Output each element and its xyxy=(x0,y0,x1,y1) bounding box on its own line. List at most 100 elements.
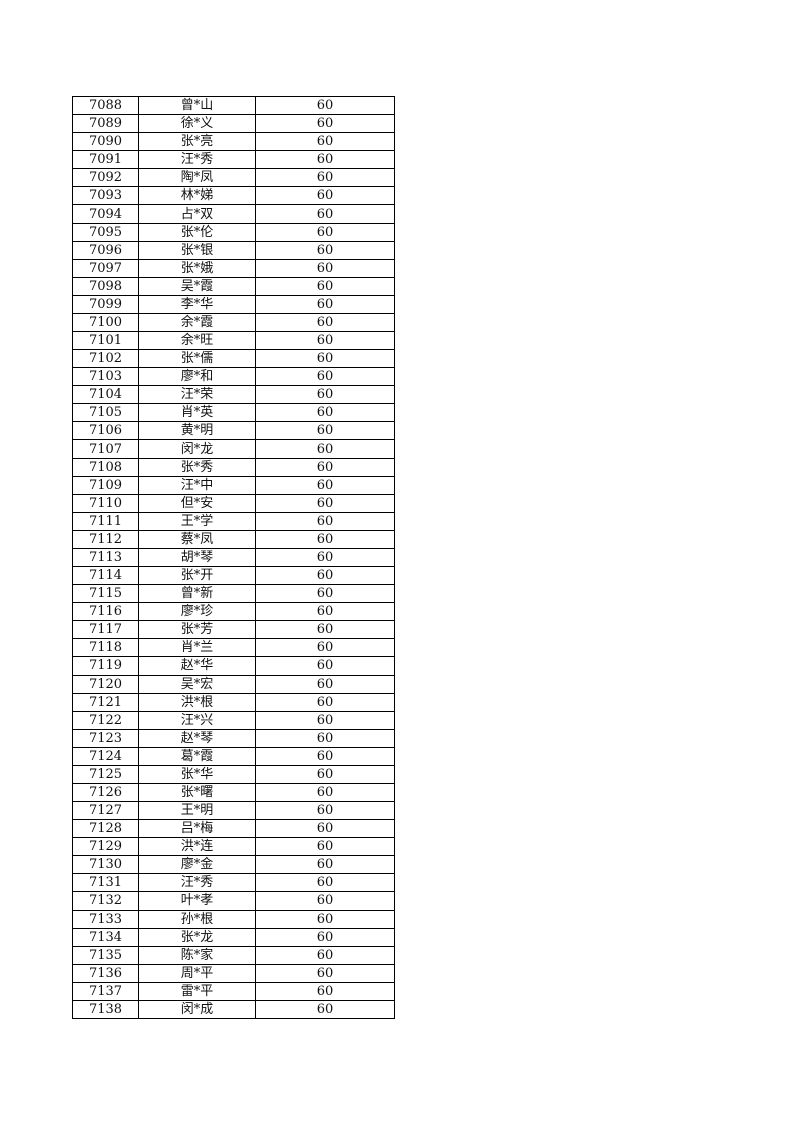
value-cell: 60 xyxy=(255,276,395,296)
row-number-cell: 7088 xyxy=(72,95,139,116)
row-number-cell: 7100 xyxy=(72,312,139,333)
name-cell: 胡*琴 xyxy=(138,547,256,568)
value-cell: 60 xyxy=(255,186,395,206)
value-cell: 60 xyxy=(255,602,395,622)
row-number-cell: 7106 xyxy=(72,421,139,441)
value-cell: 60 xyxy=(255,367,395,387)
value-cell: 60 xyxy=(255,764,395,784)
row-number-cell: 7126 xyxy=(72,782,139,803)
name-cell: 闵*成 xyxy=(138,999,256,1019)
name-cell: 汪*中 xyxy=(138,475,256,495)
table-row: 7135 陈*家 60 xyxy=(72,945,395,965)
table-row: 7108 张*秀 60 xyxy=(72,457,395,477)
name-cell: 张*龙 xyxy=(138,927,256,947)
value-cell: 60 xyxy=(255,457,395,477)
value-cell: 60 xyxy=(255,168,395,188)
row-number-cell: 7128 xyxy=(72,819,139,839)
row-number-cell: 7121 xyxy=(72,692,139,712)
value-cell: 60 xyxy=(255,511,395,531)
table-row: 7102 张*儒 60 xyxy=(72,349,395,369)
name-cell: 王*学 xyxy=(138,511,256,531)
row-number-cell: 7110 xyxy=(72,493,139,513)
name-cell: 赵*华 xyxy=(138,656,256,676)
name-cell: 廖*和 xyxy=(138,367,256,387)
table-row: 7089 徐*义 60 xyxy=(72,114,395,134)
table-row: 7107 闵*龙 60 xyxy=(72,439,395,459)
name-cell: 王*明 xyxy=(138,801,256,821)
name-cell: 张*亮 xyxy=(138,132,256,152)
value-cell: 60 xyxy=(255,529,395,549)
value-cell: 60 xyxy=(255,620,395,640)
value-cell: 60 xyxy=(255,493,395,513)
row-number-cell: 7092 xyxy=(72,168,139,188)
row-number-cell: 7117 xyxy=(72,620,139,640)
value-cell: 60 xyxy=(255,150,395,170)
name-cell: 张*银 xyxy=(138,240,256,260)
row-number-cell: 7112 xyxy=(72,529,139,549)
name-cell: 廖*金 xyxy=(138,855,256,875)
table-row: 7128 吕*梅 60 xyxy=(72,819,395,839)
value-cell: 60 xyxy=(255,801,395,821)
row-number-cell: 7093 xyxy=(72,186,139,206)
value-cell: 60 xyxy=(255,927,395,947)
value-cell: 60 xyxy=(255,656,395,676)
value-cell: 60 xyxy=(255,909,395,929)
name-cell: 吕*梅 xyxy=(138,819,256,839)
table-row: 7094 占*双 60 xyxy=(72,204,395,224)
row-number-cell: 7134 xyxy=(72,927,139,947)
row-number-cell: 7122 xyxy=(72,710,139,730)
name-cell: 陈*家 xyxy=(138,945,256,965)
table-row: 7095 张*伦 60 xyxy=(72,222,395,242)
table-row: 7116 廖*珍 60 xyxy=(72,602,395,622)
table-row: 7106 黄*明 60 xyxy=(72,421,395,441)
row-number-cell: 7103 xyxy=(72,367,139,387)
value-cell: 60 xyxy=(255,312,395,333)
table-row: 7110 但*安 60 xyxy=(72,493,395,513)
row-number-cell: 7116 xyxy=(72,602,139,622)
table-row: 7130 廖*金 60 xyxy=(72,855,395,875)
value-cell: 60 xyxy=(255,782,395,803)
row-number-cell: 7130 xyxy=(72,855,139,875)
row-number-cell: 7123 xyxy=(72,728,139,748)
name-cell: 陶*凤 xyxy=(138,168,256,188)
name-cell: 廖*珍 xyxy=(138,602,256,622)
value-cell: 60 xyxy=(255,294,395,314)
value-cell: 60 xyxy=(255,674,395,694)
table-row: 7131 汪*秀 60 xyxy=(72,873,395,893)
row-number-cell: 7096 xyxy=(72,240,139,260)
row-number-cell: 7135 xyxy=(72,945,139,965)
value-cell: 60 xyxy=(255,945,395,965)
name-cell: 林*娣 xyxy=(138,186,256,206)
table-row: 7137 雷*平 60 xyxy=(72,981,395,1001)
table-row: 7134 张*龙 60 xyxy=(72,927,395,947)
table-row: 7092 陶*凤 60 xyxy=(72,168,395,188)
row-number-cell: 7101 xyxy=(72,331,139,351)
row-number-cell: 7120 xyxy=(72,674,139,694)
name-cell: 汪*荣 xyxy=(138,385,256,405)
value-cell: 60 xyxy=(255,837,395,857)
row-number-cell: 7129 xyxy=(72,837,139,857)
table-row: 7121 洪*根 60 xyxy=(72,692,395,712)
value-cell: 60 xyxy=(255,132,395,152)
row-number-cell: 7133 xyxy=(72,909,139,929)
name-cell: 张*芳 xyxy=(138,620,256,640)
name-cell: 葛*霞 xyxy=(138,746,256,766)
table-row: 7096 张*银 60 xyxy=(72,240,395,260)
row-number-cell: 7131 xyxy=(72,873,139,893)
name-cell: 吴*宏 xyxy=(138,674,256,694)
name-cell: 张*华 xyxy=(138,764,256,784)
row-number-cell: 7114 xyxy=(72,566,139,586)
table-row: 7120 吴*宏 60 xyxy=(72,674,395,694)
name-cell: 汪*秀 xyxy=(138,150,256,170)
row-number-cell: 7091 xyxy=(72,150,139,170)
value-cell: 60 xyxy=(255,547,395,568)
value-cell: 60 xyxy=(255,963,395,983)
name-cell: 黄*明 xyxy=(138,421,256,441)
name-cell: 孙*根 xyxy=(138,909,256,929)
table-row: 7127 王*明 60 xyxy=(72,801,395,821)
name-cell: 曾*新 xyxy=(138,584,256,604)
value-cell: 60 xyxy=(255,999,395,1019)
row-number-cell: 7097 xyxy=(72,258,139,278)
value-cell: 60 xyxy=(255,710,395,730)
value-cell: 60 xyxy=(255,475,395,495)
